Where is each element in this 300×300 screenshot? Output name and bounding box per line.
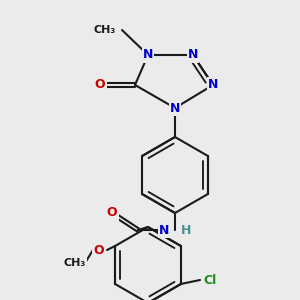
Text: N: N: [208, 79, 218, 92]
Text: CH₃: CH₃: [64, 258, 86, 268]
Text: O: O: [94, 244, 104, 256]
Text: O: O: [107, 206, 117, 220]
Text: N: N: [188, 49, 198, 62]
Text: N: N: [143, 49, 153, 62]
Text: O: O: [95, 79, 105, 92]
Text: Cl: Cl: [203, 274, 217, 286]
Text: CH₃: CH₃: [94, 25, 116, 35]
Text: H: H: [181, 224, 191, 236]
Text: N: N: [170, 101, 180, 115]
Text: N: N: [159, 224, 169, 236]
